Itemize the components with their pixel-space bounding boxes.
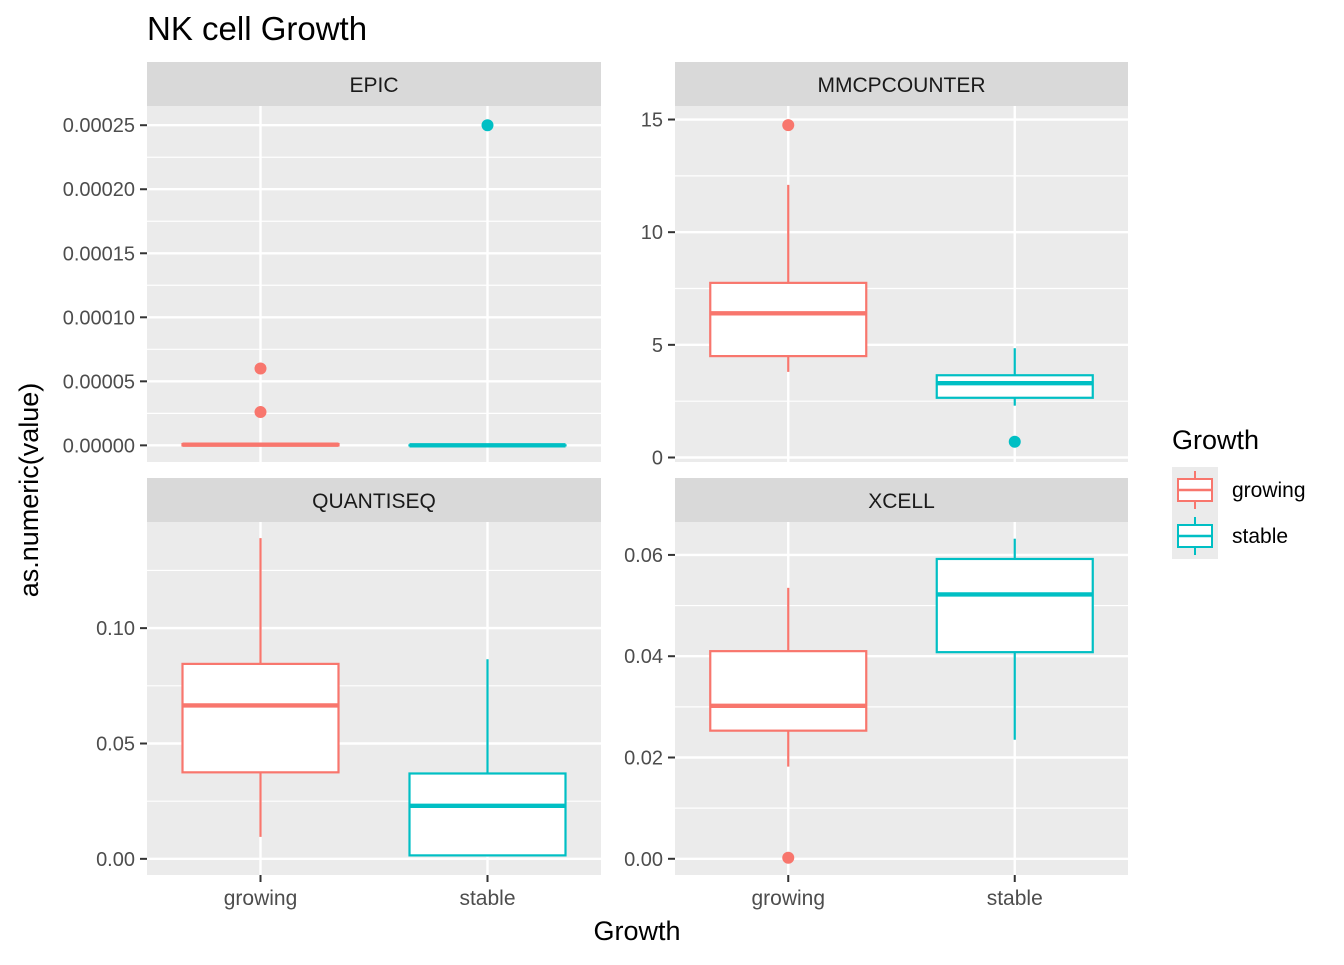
outlier-point — [1009, 436, 1021, 448]
legend: Growth growing stable — [1172, 425, 1306, 559]
legend-item-stable: stable — [1172, 513, 1288, 559]
chart-title: NK cell Growth — [147, 10, 367, 47]
legend-label: stable — [1232, 525, 1288, 548]
panel-background — [147, 106, 601, 462]
facet-panels: EPIC0.000000.000050.000100.000150.000200… — [63, 62, 1128, 910]
y-tick-label: 0.00005 — [63, 371, 135, 393]
y-tick-label: 0.04 — [624, 646, 663, 668]
y-axis-label: as.numeric(value) — [14, 383, 44, 598]
facet-mmcpcounter: MMCPCOUNTER 0 5 10 15 — [641, 62, 1128, 469]
outlier-point — [482, 119, 494, 131]
facet-strip-label: EPIC — [349, 74, 398, 97]
facet-strip-label: XCELL — [868, 490, 935, 513]
x-axis-label: Growth — [593, 916, 680, 946]
y-tick-label: 0.00020 — [63, 179, 135, 201]
facet-strip-label: MMCPCOUNTER — [818, 74, 986, 97]
box-iqr — [183, 664, 339, 772]
box-iqr — [410, 773, 566, 855]
y-tick-label: 0.02 — [624, 748, 663, 770]
y-tick-label: 15 — [641, 110, 663, 132]
legend-items: growing stable — [1172, 467, 1306, 559]
x-tick-label: growing — [224, 887, 298, 910]
legend-item-growing: growing — [1172, 467, 1306, 513]
box-iqr — [937, 559, 1093, 652]
x-tick-label: stable — [987, 887, 1043, 910]
box-iqr — [710, 283, 866, 356]
box-iqr — [710, 651, 866, 731]
y-tick-label: 0.00 — [96, 849, 135, 871]
y-tick-label: 0 — [652, 447, 663, 469]
y-tick-label: 5 — [652, 335, 663, 357]
y-tick-label: 0.00000 — [63, 435, 135, 457]
facet-strip-label: QUANTISEQ — [312, 490, 436, 513]
y-tick-label: 0.00015 — [63, 243, 135, 265]
legend-label: growing — [1232, 479, 1306, 502]
y-tick-label: 0.00025 — [63, 115, 135, 137]
facet-quantiseq: QUANTISEQ 0.00 0.05 0.10 growing stable — [96, 478, 601, 910]
x-tick-label: growing — [751, 887, 825, 910]
y-tick-label: 0.00010 — [63, 307, 135, 329]
outlier-point — [782, 852, 794, 864]
outlier-point — [255, 363, 267, 375]
y-tick-label: 0.00 — [624, 849, 663, 871]
y-tick-label: 10 — [641, 222, 663, 244]
y-tick-label: 0.10 — [96, 618, 135, 640]
facet-xcell: XCELL 0.00 0.02 0.04 0.06 growing stable — [624, 478, 1128, 910]
outlier-point — [255, 406, 267, 418]
outlier-point — [782, 119, 794, 131]
x-tick-label: stable — [459, 887, 515, 910]
box-iqr — [937, 375, 1093, 398]
y-tick-label: 0.06 — [624, 545, 663, 567]
legend-title: Growth — [1172, 425, 1259, 455]
y-tick-label: 0.05 — [96, 733, 135, 755]
facet-epic: EPIC 0.00000 0.00005 0.00010 0.00015 0.00020 0… — [63, 62, 601, 462]
